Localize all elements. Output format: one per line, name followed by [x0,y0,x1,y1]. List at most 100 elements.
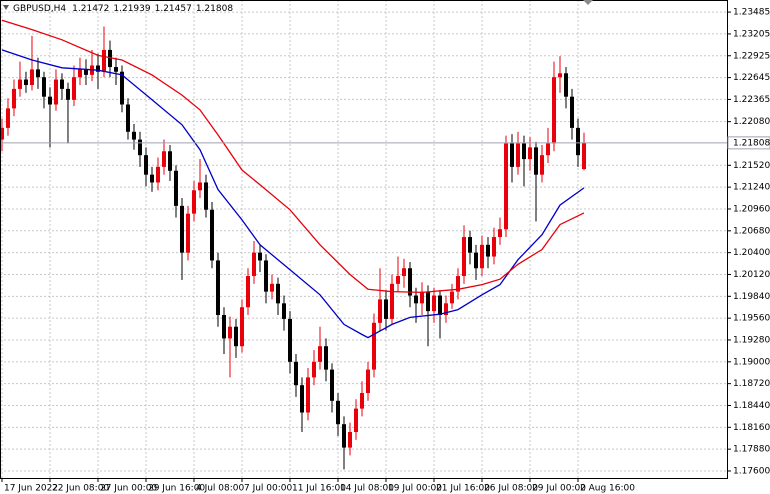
candle-body [540,155,545,175]
candle-body [420,291,425,304]
y-tick-label: 1.21520 [733,161,770,171]
candle-body [534,147,539,175]
y-tick-label: 1.19000 [733,357,770,367]
candle-body [281,303,286,319]
candle-body [0,127,4,140]
x-tick-label: 17 Jun 2022 [4,484,58,494]
candle-body [173,170,178,206]
candle-body [396,276,401,284]
candle-body [474,252,479,269]
y-tick-label: 1.19560 [733,314,770,324]
y-tick-label: 1.22080 [733,117,770,127]
candle-body [359,393,364,409]
candle-body [582,142,587,170]
candle-body [59,79,64,89]
chart-header: GBPUSD,H4 1.21472 1.21939 1.21457 1.21808 [13,4,233,14]
candle-body [83,69,88,75]
candle-body [119,71,124,105]
candle-body [167,151,172,171]
candle-body [71,77,76,100]
candle-body [137,139,142,156]
candle-body [161,151,166,167]
candle-body [552,77,557,144]
x-tick-label: 2 Aug 16:00 [580,484,635,494]
candle-body [113,67,118,72]
candle-body [480,244,485,269]
candle-body [287,318,292,362]
candle-body [209,209,214,261]
candle-body [546,143,551,156]
y-tick-label: 1.18720 [733,379,770,389]
x-tick-label: 7 Jul 00:00 [244,484,293,494]
candle-body [323,346,328,370]
x-tick-label: 26 Jul 08:00 [484,484,538,494]
candle-body [384,299,389,319]
y-tick-label: 1.23485 [733,8,770,18]
candle-body [372,322,377,370]
x-tick-label: 11 Jul 16:00 [292,484,346,494]
candle-body [155,166,160,183]
candle-body [390,283,395,319]
candle-body [233,326,238,347]
candle-body [197,182,202,191]
candle-body [311,361,316,378]
moving-average [1,49,585,339]
candle-body [570,96,575,128]
candle-body [347,431,352,448]
price-label-box [727,136,770,150]
candle-body [329,369,334,401]
candle-body [65,88,70,100]
candle-body [23,79,28,85]
candle-body [366,369,371,394]
candle-body [432,295,437,312]
x-tick-label: 22 Jun 08:00 [52,484,109,494]
candle-body [29,69,34,85]
y-tick-label: 1.18160 [733,423,770,433]
candle-body [414,295,419,304]
candle-body [456,276,461,292]
marks [0,19,727,470]
candle-body [215,260,220,316]
x-tick-label: 29 Jun 16:00 [148,484,205,494]
header-close: 1.21808 [196,4,233,14]
header-low: 1.21457 [155,4,192,14]
candle-body [185,213,190,253]
candle-body [143,155,148,175]
candle-body [558,73,563,78]
candle-body [510,143,515,167]
candle-body [41,77,46,97]
candle-body [77,69,82,78]
candle-body [203,182,208,210]
y-tick-label: 1.21240 [733,183,770,193]
candle-body [245,276,250,308]
candle-body [516,143,521,167]
moving-average [1,19,585,294]
candle-body [17,79,22,89]
y-tick-label: 1.23205 [733,29,770,39]
price-label: 1.21808 [733,138,770,148]
candle-body [101,49,106,72]
x-tick-label: 27 Jun 00:00 [100,484,157,494]
x-tick-label: 21 Jul 16:00 [436,484,490,494]
y-tick-label: 1.22365 [733,95,770,105]
x-tick-label: 14 Jul 08:00 [340,484,394,494]
symbol-icon [3,5,9,10]
candle-body [299,385,304,413]
y-tick-label: 1.19280 [733,335,770,345]
candle-body [444,303,449,316]
x-tick-label: 29 Jul 00:00 [532,484,586,494]
candle-body [468,237,473,253]
y-tick-label: 1.20960 [733,204,770,214]
candle-body [53,79,58,105]
candle-body [257,252,262,261]
candle-body [293,361,298,386]
x-tick-label: 4 Jul 08:00 [196,484,245,494]
candle-body [353,408,358,432]
candle-body [47,96,52,105]
candle-body [522,143,527,160]
candle-body [239,307,244,347]
candle-body [486,244,491,257]
